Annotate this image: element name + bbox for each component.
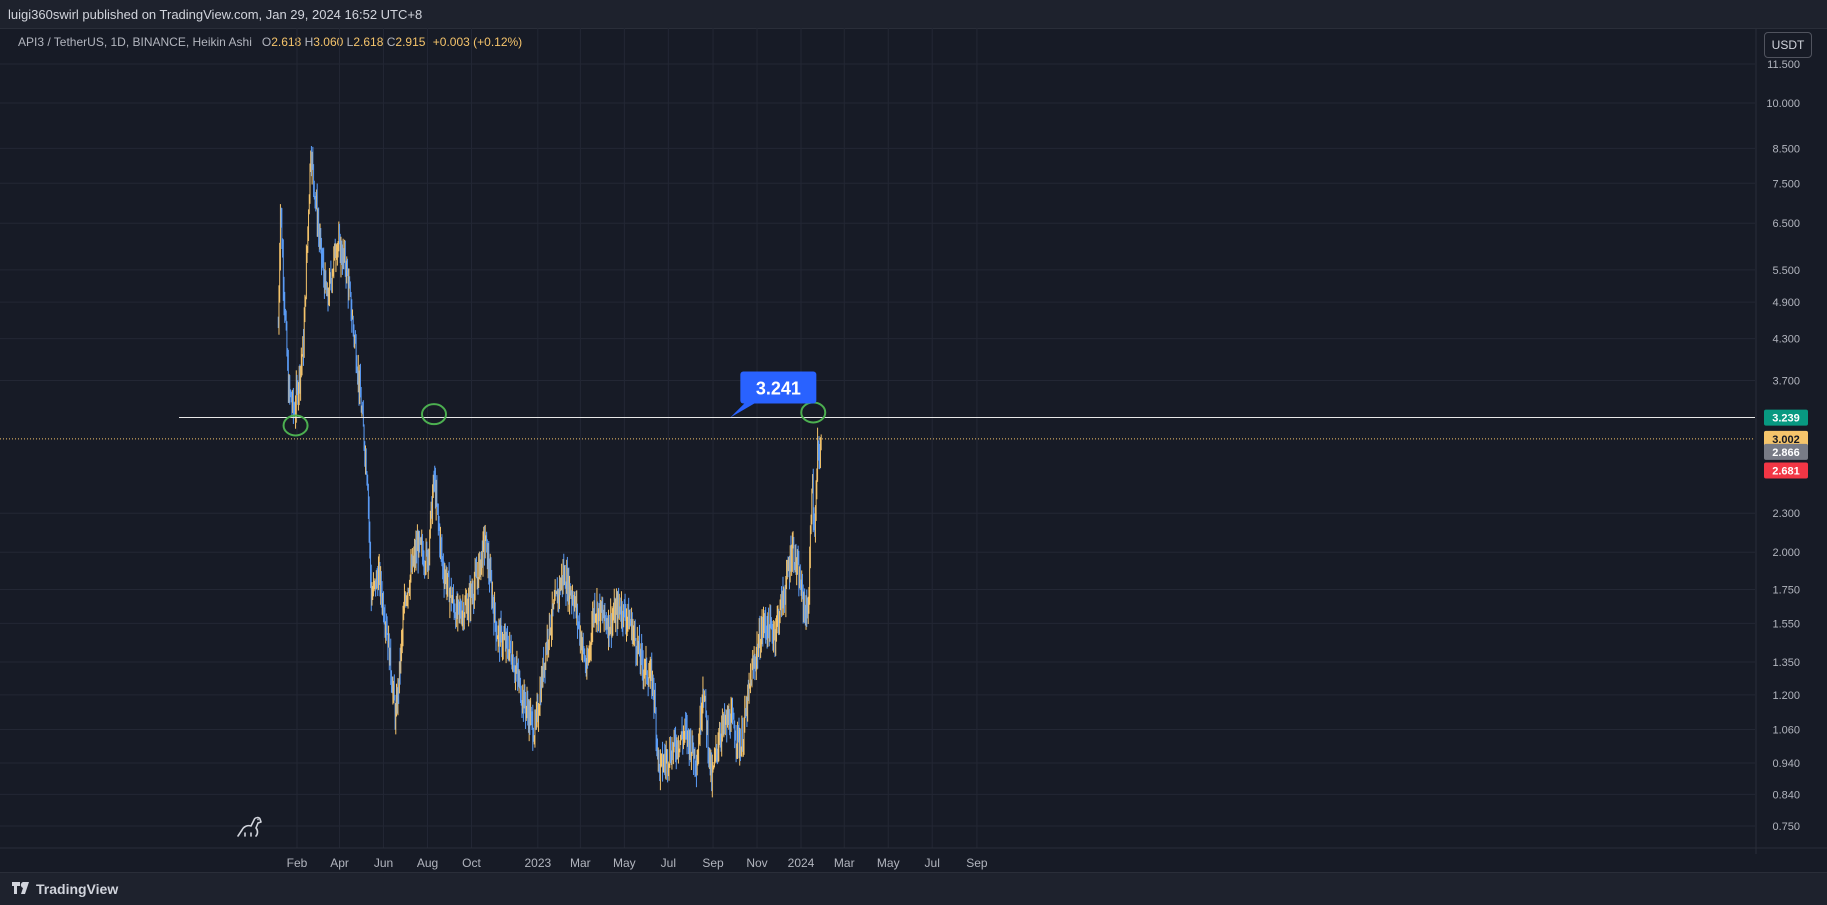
price-axis-tick: 2.300 [1772, 508, 1800, 520]
time-axis-tick: Apr [330, 856, 349, 870]
brand-label: TradingView [36, 881, 119, 897]
symbol-legend: API3 / TetherUS, 1D, BINANCE, Heikin Ash… [18, 35, 522, 49]
high-label: H [304, 35, 314, 49]
price-axis-tick: 10.000 [1766, 98, 1800, 110]
low-value: 2.618 [353, 35, 384, 49]
price-axis-tick: 1.550 [1772, 618, 1800, 630]
callout-box[interactable] [740, 371, 817, 404]
tradingview-logo-icon [12, 881, 32, 897]
price-axis-tick: 8.500 [1772, 143, 1800, 155]
price-axis-tick: 11.500 [1767, 59, 1800, 71]
price-tag-label: 2.681 [1772, 465, 1800, 477]
close-value: 2.915 [395, 35, 426, 49]
price-tag [1764, 409, 1808, 426]
price-chart[interactable]: 3.241 11.500 10.000 8.500 7.500 6.500 5.500 4.9… [0, 28, 1827, 872]
time-axis-tick: 2023 [524, 856, 551, 870]
currency-button[interactable]: USDT [1764, 32, 1812, 58]
time-axis-tick: May [613, 856, 636, 870]
marker-circle[interactable] [282, 414, 309, 437]
time-axis-tick: Sep [702, 856, 724, 870]
callout-label: 3.241 [756, 378, 801, 398]
price-axis-tick: 0.750 [1772, 821, 1800, 833]
open-label: O [261, 35, 272, 49]
open-value: 2.618 [271, 35, 302, 49]
price-axis-tick: 7.500 [1772, 178, 1800, 190]
time-axis-tick: Nov [746, 856, 767, 870]
price-axis-tick: 3.700 [1772, 376, 1800, 388]
price-tag [1764, 462, 1808, 479]
price-tag [1764, 443, 1808, 460]
price-axis-tick: 1.350 [1772, 657, 1800, 669]
publisher-info: luigi360swirl published on TradingView.c… [8, 7, 423, 22]
price-axis-tick: 0.940 [1772, 758, 1800, 770]
time-axis-tick: Feb [287, 856, 308, 870]
price-axis-tick: 6.500 [1772, 218, 1800, 230]
time-axis-tick: Oct [462, 856, 481, 870]
tradingview-brand[interactable]: TradingView [12, 881, 118, 897]
time-axis-tick: Aug [417, 856, 438, 870]
price-axis-tick: 0.840 [1772, 789, 1800, 801]
low-label: L [346, 35, 354, 49]
time-axis-tick: May [877, 856, 900, 870]
time-axis-tick: Jun [374, 856, 393, 870]
price-tag [1764, 430, 1808, 447]
price-axis-tick: 4.900 [1772, 297, 1800, 309]
price-tag-label: 3.239 [1772, 413, 1800, 425]
time-axis-tick: Mar [834, 856, 855, 870]
price-axis-tick: 5.500 [1772, 265, 1800, 277]
close-label: C [386, 35, 396, 49]
time-axis-tick: Mar [570, 856, 591, 870]
change-value: +0.003 (+0.12%) [432, 35, 523, 49]
price-axis-tick: 1.750 [1772, 585, 1800, 597]
top-bar: luigi360swirl published on TradingView.c… [0, 0, 1827, 29]
price-axis-tick: 4.300 [1772, 334, 1800, 346]
price-axis-tick: 2.000 [1772, 547, 1800, 559]
time-axis-tick: 2024 [788, 856, 815, 870]
bottom-bar: TradingView [0, 872, 1827, 905]
time-axis-tick: Sep [966, 856, 988, 870]
marker-circle[interactable] [800, 401, 827, 424]
price-tag-label: 2.866 [1772, 447, 1800, 459]
time-axis-tick: Jul [661, 856, 676, 870]
time-axis-tick: Jul [925, 856, 940, 870]
marker-circle[interactable] [420, 403, 447, 426]
high-value: 3.060 [313, 35, 344, 49]
symbol-name[interactable]: API3 / TetherUS, 1D, BINANCE, Heikin Ash… [18, 35, 252, 49]
price-axis-tick: 1.200 [1772, 690, 1800, 702]
price-tag-label: 3.002 [1772, 434, 1800, 446]
price-axis-tick: 1.060 [1772, 724, 1800, 736]
dinosaur-icon[interactable] [237, 816, 262, 837]
callout-pointer [730, 403, 755, 418]
